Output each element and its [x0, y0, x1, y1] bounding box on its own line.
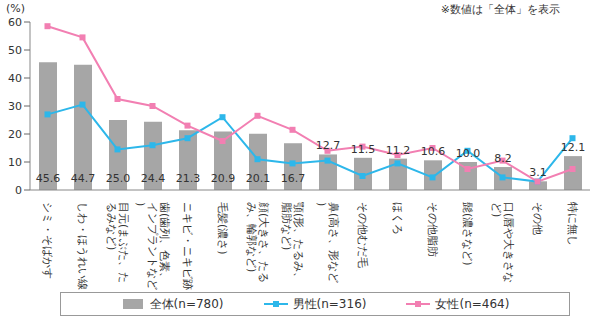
svg-text:特に無し: 特に無し — [566, 202, 579, 246]
svg-text:44.7: 44.7 — [71, 172, 96, 185]
svg-text:24.4: 24.4 — [141, 172, 166, 185]
svg-text:10.0: 10.0 — [456, 147, 481, 160]
svg-text:顔(大きさ、たるみ、輪郭など): 顔(大きさ、たるみ、輪郭など) — [245, 202, 270, 283]
svg-text:その他: その他 — [531, 202, 544, 235]
svg-text:目元(まぶた、たるみなど): 目元(まぶた、たるみなど) — [105, 202, 130, 283]
svg-text:3.1: 3.1 — [529, 166, 547, 179]
svg-text:40: 40 — [8, 72, 22, 85]
svg-text:その他脂肪: その他脂肪 — [426, 202, 439, 257]
svg-text:45.6: 45.6 — [36, 172, 61, 185]
svg-text:口(唇や大きさなど): 口(唇や大きさなど) — [490, 202, 515, 283]
svg-text:11.2: 11.2 — [386, 144, 411, 157]
svg-text:30: 30 — [8, 100, 22, 113]
svg-text:0: 0 — [15, 184, 22, 197]
svg-text:毛髪(濃さ): 毛髪(濃さ) — [216, 202, 229, 255]
svg-text:10: 10 — [8, 156, 22, 169]
html-text:女性(n=464): 女性(n=464) — [435, 296, 510, 311]
svg-text:鼻(高さ、形など): 鼻(高さ、形など) — [315, 202, 340, 283]
svg-text:歯(歯列、色素、インプラントなど): 歯(歯列、色素、インプラントなど) — [134, 202, 171, 290]
html-text:全体(n=780): 全体(n=780) — [149, 296, 224, 311]
svg-text:20: 20 — [8, 128, 22, 141]
svg-text:しわ・ほうれい線: しわ・ほうれい線 — [76, 202, 89, 290]
svg-text:その他むだ毛: その他むだ毛 — [356, 202, 369, 268]
svg-text:60: 60 — [8, 16, 22, 29]
svg-text:ニキビ・ニキビ跡: ニキビ・ニキビ跡 — [181, 202, 194, 290]
svg-text:25.0: 25.0 — [106, 172, 131, 185]
svg-text:8.2: 8.2 — [494, 152, 512, 165]
svg-text:12.7: 12.7 — [316, 139, 341, 152]
svg-text:16.7: 16.7 — [281, 172, 306, 185]
html-text:※数値は「全体」を表示: ※数値は「全体」を表示 — [440, 3, 560, 16]
svg-text:12.1: 12.1 — [561, 141, 586, 154]
svg-text:顎(形、たるみ、脂肪など): 顎(形、たるみ、脂肪など) — [280, 202, 305, 283]
svg-text:髭(濃さなど): 髭(濃さなど) — [461, 202, 474, 266]
svg-text:20.1: 20.1 — [246, 172, 271, 185]
svg-text:10.6: 10.6 — [421, 145, 446, 158]
html-text:男性(n=316): 男性(n=316) — [292, 296, 367, 311]
svg-text:シミ・そばかす: シミ・そばかす — [41, 202, 54, 279]
svg-text:ほくろ: ほくろ — [391, 202, 404, 235]
svg-text:21.3: 21.3 — [176, 172, 201, 185]
svg-text:20.9: 20.9 — [211, 172, 236, 185]
svg-text:50: 50 — [8, 44, 22, 57]
svg-text:11.5: 11.5 — [351, 143, 376, 156]
